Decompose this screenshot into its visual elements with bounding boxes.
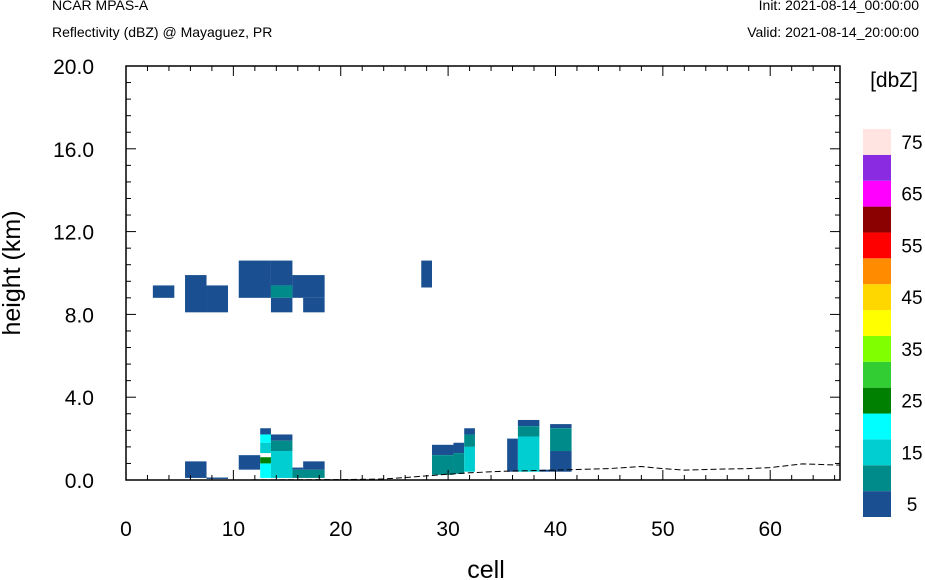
x-tick-label: 0 [120, 518, 132, 541]
colorbar-label: 75 [901, 133, 922, 154]
colorbar-label: 55 [901, 236, 922, 257]
colorbar-label: 25 [901, 392, 922, 413]
reflectivity-cell-26 [453, 442, 465, 454]
reflectivity-cell-19 [270, 440, 293, 452]
reflectivity-cell-18 [270, 434, 293, 441]
colorbar-swatch-1 [863, 465, 891, 492]
y-tick-label: 16.0 [53, 139, 94, 162]
colorbar-swatch-8 [863, 284, 891, 311]
x-tick-labels: 0 10 20 30 40 50 60 [120, 518, 782, 541]
reflectivity-cell-30 [464, 446, 475, 472]
reflectivity-cell-3 [238, 260, 271, 298]
y-tick-label: 4.0 [65, 387, 94, 410]
colorbar-swatch-11 [863, 206, 891, 233]
reflectivity-cell-25 [432, 455, 454, 475]
colorbar-label: 5 [907, 495, 918, 516]
colorbar-swatch-14 [863, 129, 891, 155]
plot-frame [125, 65, 841, 481]
colorbar-swatch-12 [863, 180, 891, 207]
reflectivity-cell-29 [464, 434, 475, 447]
x-tick-label: 20 [329, 518, 352, 541]
colorbar-label: 35 [901, 340, 922, 361]
reflectivity-cell-15 [260, 442, 271, 454]
reflectivity-cell-21 [292, 467, 304, 470]
reflectivity-cell-23 [303, 461, 325, 470]
reflectivity-cell-27 [453, 453, 465, 474]
reflectivity-cell-8 [303, 297, 325, 313]
colorbar-label: 65 [901, 185, 922, 206]
reflectivity-cell-4 [270, 260, 293, 286]
reflectivity-cell-7 [292, 275, 325, 298]
reflectivity-cell-9 [421, 260, 432, 288]
reflectivity-cell-5 [270, 285, 293, 298]
x-tick-label: 10 [222, 518, 245, 541]
init-time: Init: 2021-08-14_00:00:00 [758, 0, 919, 13]
y-tick-label: 20.0 [53, 56, 94, 79]
colorbar-swatch-2 [863, 439, 891, 466]
colorbar-swatch-6 [863, 335, 891, 362]
reflectivity-cell-28 [464, 428, 475, 435]
x-tick-label: 40 [544, 518, 567, 541]
reflectivity-cell-16 [260, 457, 271, 464]
field-title: Reflectivity (dBZ) @ Mayaguez, PR [52, 24, 273, 40]
reflectivity-cell-33 [517, 426, 540, 437]
y-axis-label: height (km) [0, 210, 26, 335]
colorbar-swatch-9 [863, 258, 891, 285]
reflectivity-cell-13 [260, 428, 271, 435]
x-tick-label: 50 [651, 518, 674, 541]
reflectivity-cell-24 [432, 444, 454, 456]
reflectivity-cells [152, 260, 572, 479]
y-tick-label: 12.0 [53, 222, 94, 245]
y-tick-label: 0.0 [65, 470, 94, 493]
colorbar-swatch-3 [863, 413, 891, 440]
reflectivity-cell-1 [185, 275, 207, 313]
reflectivity-cell-37 [550, 428, 572, 452]
y-tick-labels: 0.0 4.0 8.0 12.0 16.0 20.0 [53, 56, 94, 493]
reflectivity-cell-36 [550, 424, 572, 429]
x-axis-label: cell [467, 556, 505, 580]
reflectivity-cell-0 [152, 285, 175, 298]
colorbar-swatch-4 [863, 387, 891, 414]
x-tick-label: 30 [436, 518, 459, 541]
reflectivity-cell-20 [270, 451, 293, 478]
colorbar-label: 45 [901, 288, 922, 309]
reflectivity-cell-38 [550, 451, 572, 472]
colorbar-swatch-7 [863, 310, 891, 336]
reflectivity-cell-11 [206, 477, 228, 479]
x-tick-label: 60 [759, 518, 782, 541]
reflectivity-cell-2 [206, 285, 228, 313]
reflectivity-cell-6 [270, 297, 293, 313]
reflectivity-cell-32 [517, 419, 540, 427]
colorbar [863, 129, 891, 517]
reflectivity-cell-22 [292, 469, 325, 478]
valid-time: Valid: 2021-08-14_20:00:00 [747, 24, 919, 40]
colorbar-label: 15 [901, 443, 922, 464]
model-name: NCAR MPAS-A [52, 0, 149, 13]
reflectivity-cell-14 [260, 434, 271, 443]
colorbar-swatch-0 [863, 491, 891, 517]
axis-ticks [125, 65, 840, 481]
colorbar-swatch-10 [863, 232, 891, 259]
y-tick-label: 8.0 [65, 304, 94, 327]
reflectivity-cell-17 [260, 463, 271, 478]
reflectivity-cell-31 [507, 438, 518, 472]
reflectivity-cell-34 [517, 436, 540, 472]
colorbar-labels: 5 15 25 35 45 55 65 75 [901, 133, 922, 516]
colorbar-swatch-5 [863, 361, 891, 388]
reflectivity-cell-12 [238, 455, 261, 470]
reflectivity-cell-10 [185, 461, 207, 478]
colorbar-title: [dbZ] [870, 69, 918, 92]
colorbar-swatch-13 [863, 154, 891, 181]
